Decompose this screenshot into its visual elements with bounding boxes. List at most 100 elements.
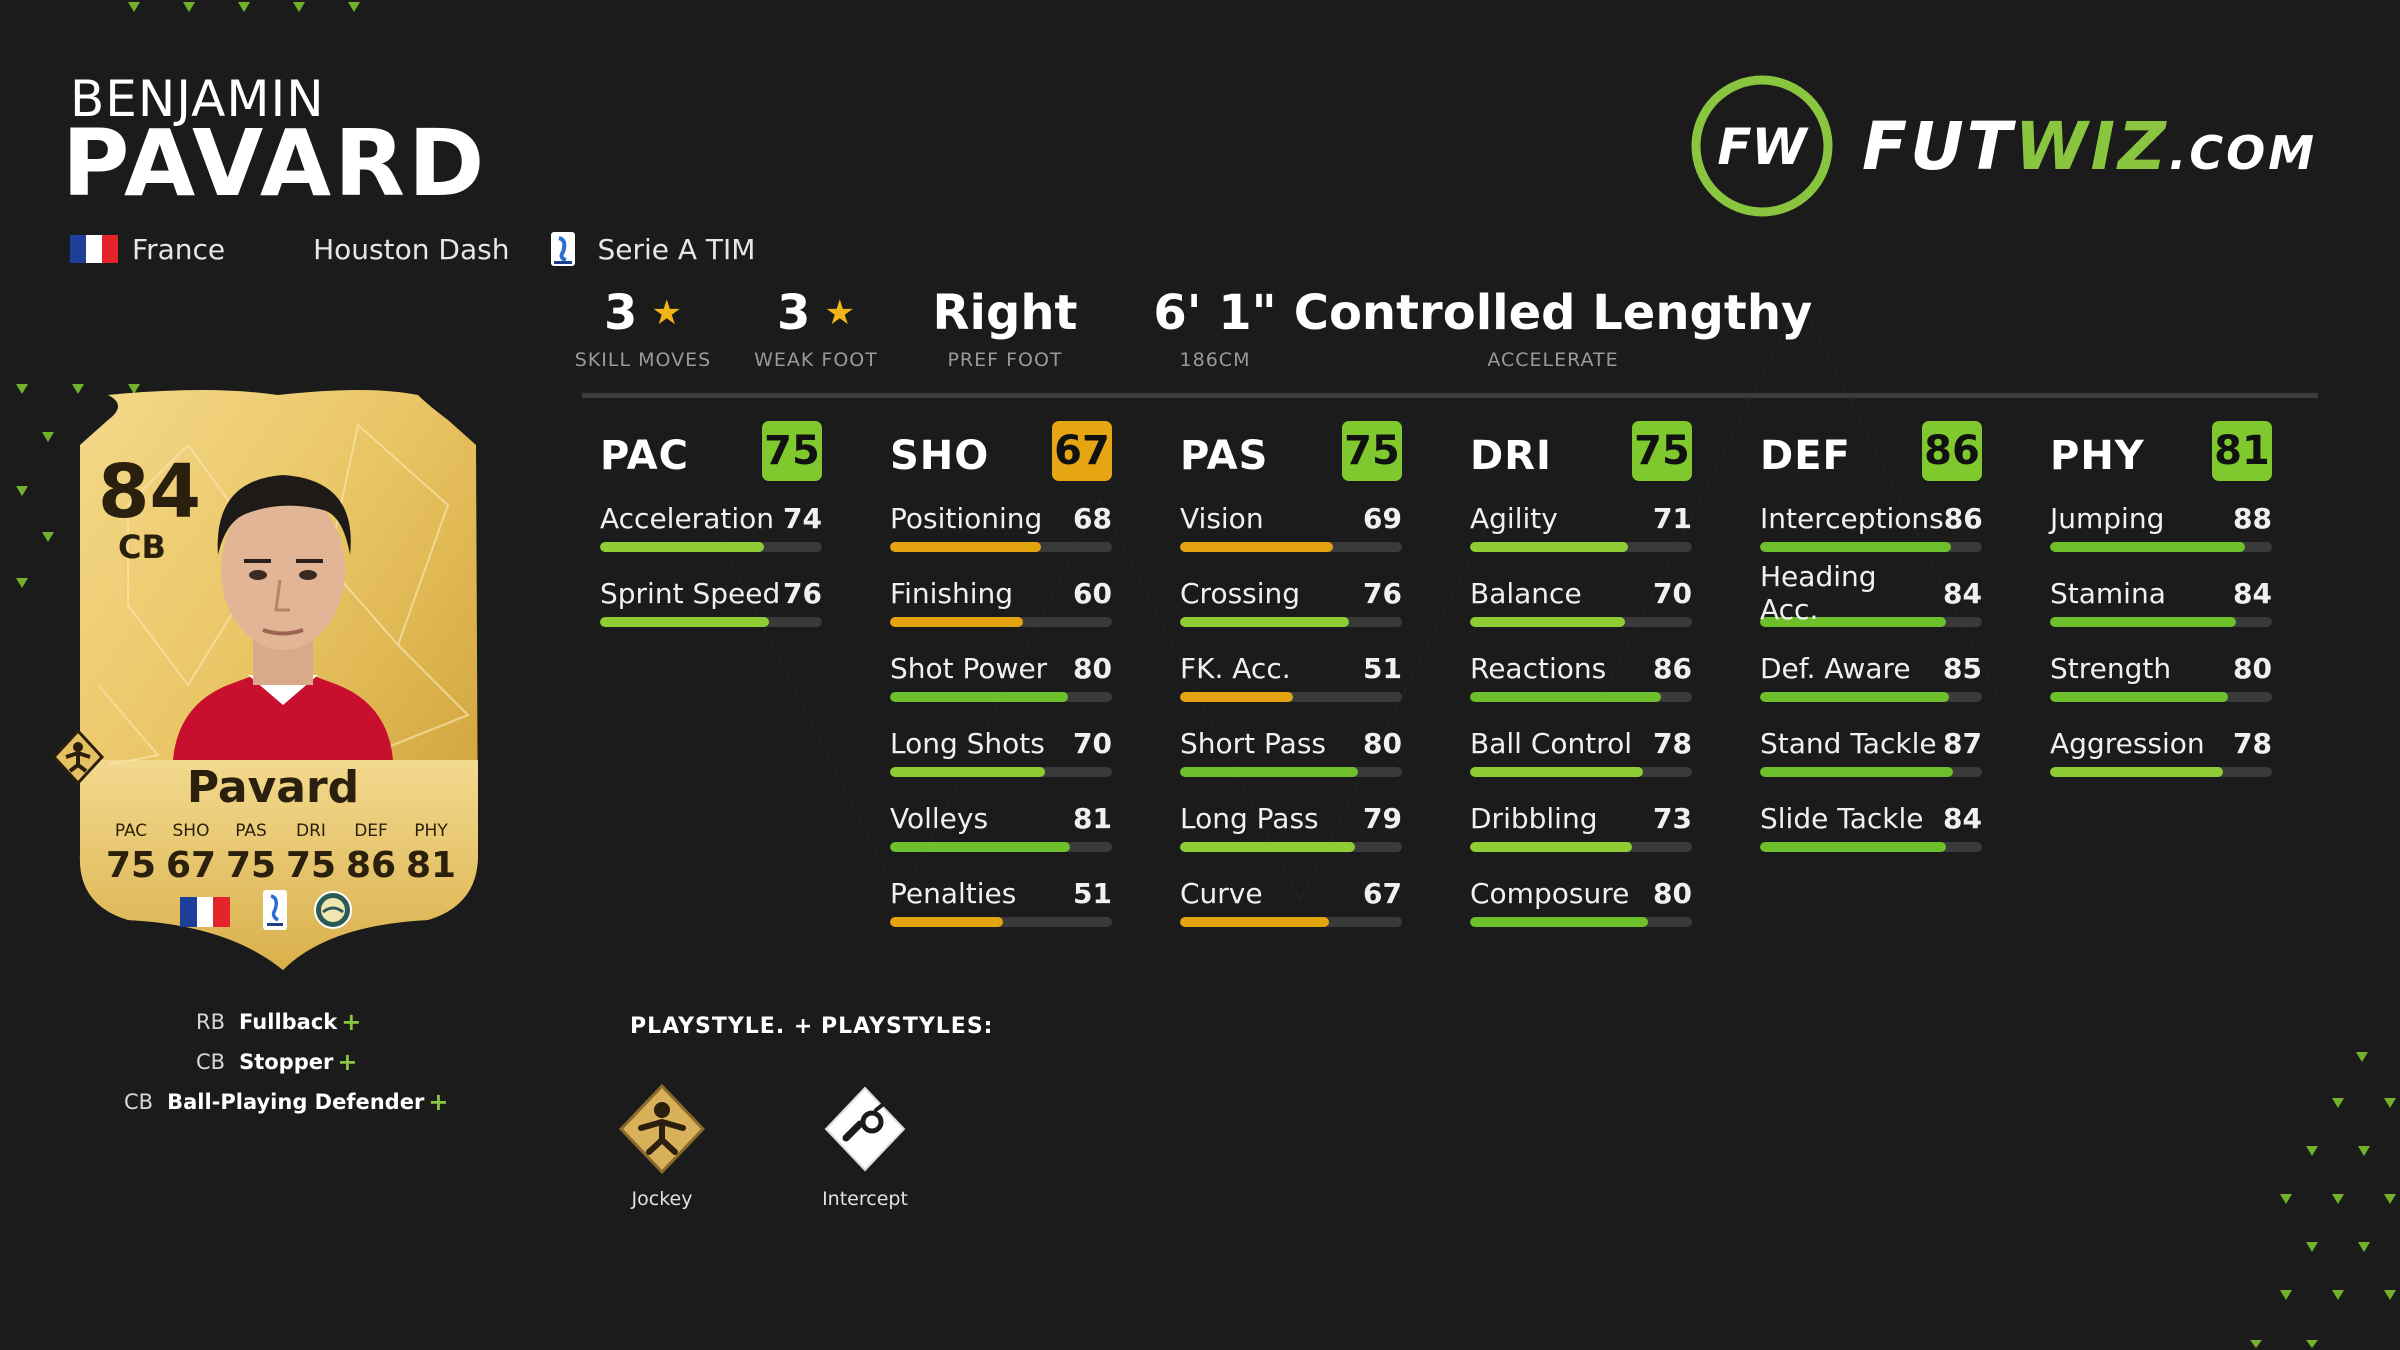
card-stat-value: 86 [345,845,397,886]
attribute-bar-fill [2050,542,2246,552]
stat-column-header: SHO 67 [890,418,1112,484]
attribute-row[interactable]: Heading Acc. 84 [1760,560,1982,648]
attribute-value: 84 [1943,801,1982,835]
attribute-bar-fill [1760,542,1951,552]
stat-category-name: PAC [600,433,689,479]
playstyle-jockey[interactable]: Jockey [602,1080,722,1210]
attribute-value: 70 [1073,726,1112,760]
attribute-value: 88 [2233,501,2272,535]
jockey-icon [618,1083,706,1175]
attribute-row[interactable]: Finishing 60 [890,573,1112,648]
attribute-name: Stamina [2050,576,2166,610]
accelerate-info: Controlled Lengthy ACCELERATE [1294,285,1813,371]
attribute-row[interactable]: Short Pass 80 [1180,723,1402,798]
attribute-row[interactable]: Sprint Speed 76 [600,573,822,648]
card-stats: PAC 75 SHO 67 PAS 75 DRI 75 DEF 86 PHY 81 [101,821,461,886]
attribute-row[interactable]: Penalties 51 [890,873,1112,948]
attribute-value: 70 [1653,576,1692,610]
attribute-bar [1470,692,1692,702]
attribute-name: Vision [1180,501,1264,535]
attribute-row[interactable]: Reactions 86 [1470,648,1692,723]
attribute-value: 80 [1653,876,1692,910]
attribute-bar-fill [1180,692,1294,702]
attribute-bar-fill [1180,617,1349,627]
attribute-name: Aggression [2050,726,2205,760]
attribute-bar-fill [2050,767,2224,777]
plus-icon: + [341,1008,362,1036]
attribute-row[interactable]: Curve 67 [1180,873,1402,948]
attribute-name: Slide Tackle [1760,801,1924,835]
attribute-value: 80 [2233,651,2272,685]
player-portrait [173,475,393,760]
attribute-row[interactable]: Agility 71 [1470,498,1692,573]
attribute-row[interactable]: Long Shots 70 [890,723,1112,798]
attribute-row[interactable]: Slide Tackle 84 [1760,798,1982,873]
attribute-bar-fill [600,617,769,627]
attribute-row[interactable]: Def. Aware 85 [1760,648,1982,723]
attribute-row[interactable]: Shot Power 80 [890,648,1112,723]
attribute-bar-fill [1470,617,1626,627]
attribute-name: Def. Aware [1760,651,1911,685]
attribute-row[interactable]: Volleys 81 [890,798,1112,873]
attribute-value: 74 [783,501,822,535]
attribute-bar-fill [1180,842,1356,852]
stats-grid: PAC 75 Acceleration 74 Sprint Speed 76 SHO 67 Po… [600,418,2340,948]
playstyle-intercept[interactable]: Intercept [805,1080,925,1210]
role-item[interactable]: CB Ball-Playing Defender + [124,1088,448,1116]
attribute-row[interactable]: Stamina 84 [2050,573,2272,648]
card-player-name: Pavard [186,762,360,813]
attribute-row[interactable]: Long Pass 79 [1180,798,1402,873]
attribute-row[interactable]: Strength 80 [2050,648,2272,723]
attribute-bar-fill [1470,542,1628,552]
nation-item[interactable]: France [70,233,225,266]
stat-category-badge: 81 [2212,421,2272,481]
card-stat-label: PAC [114,821,148,841]
attribute-bar [1180,917,1402,927]
attribute-row[interactable]: Ball Control 78 [1470,723,1692,798]
club-item[interactable]: Houston Dash [313,233,509,266]
attribute-row[interactable]: Interceptions 86 [1760,498,1983,573]
role-name: Fullback [239,1010,338,1034]
attribute-row[interactable]: Acceleration 74 [600,498,822,573]
attribute-value: 51 [1363,651,1402,685]
futwiz-logo[interactable]: FW FUTWIZ.COM [1688,72,2317,220]
attribute-bar [1180,767,1402,777]
card-stat: DRI 75 [281,821,341,886]
attribute-row[interactable]: Vision 69 [1180,498,1402,573]
league-item[interactable]: Serie A TIM [549,230,755,268]
stat-category-badge: 75 [1342,421,1402,481]
stat-category-badge: 75 [1632,421,1692,481]
attribute-bar-fill [600,542,765,552]
league-icon [551,232,576,266]
weak-foot-info: 3 ★ WEAK FOOT [746,285,886,371]
attribute-name: Interceptions [1760,501,1944,535]
attribute-row[interactable]: Composure 80 [1470,873,1692,948]
height-info: 6' 1" 186CM [1140,285,1290,371]
attribute-row[interactable]: Jumping 88 [2050,498,2272,573]
role-name: Ball-Playing Defender [167,1090,425,1114]
attribute-row[interactable]: Balance 70 [1470,573,1692,648]
attribute-row[interactable]: Dribbling 73 [1470,798,1692,873]
attribute-row[interactable]: Stand Tackle 87 [1760,723,1982,798]
attribute-bar [1180,842,1402,852]
attribute-name: Positioning [890,501,1043,535]
attribute-row[interactable]: Crossing 76 [1180,573,1402,648]
attribute-bar-fill [890,542,1041,552]
role-item[interactable]: RB Fullback + [196,1008,361,1036]
attribute-bar-fill [1470,767,1644,777]
attribute-row[interactable]: Aggression 78 [2050,723,2272,798]
attribute-name: FK. Acc. [1180,651,1291,685]
attribute-row[interactable]: FK. Acc. 51 [1180,648,1402,723]
role-item[interactable]: CB Stopper + [196,1048,357,1076]
attribute-bar-fill [1470,842,1633,852]
player-card[interactable]: 84 CB Pavard PAC 75 SHO 67 PAS 75 DRI 75 DEF… [51,385,488,970]
attribute-name: Shot Power [890,651,1048,685]
card-background [79,390,478,970]
attribute-bar-fill [1180,542,1334,552]
pref-foot-label: PREF FOOT [947,349,1063,371]
attribute-row[interactable]: Positioning 68 [890,498,1112,573]
attribute-bar-fill [890,917,1004,927]
stat-category-badge: 67 [1052,421,1112,481]
card-france-flag-icon [180,897,231,927]
attribute-value: 69 [1363,501,1402,535]
